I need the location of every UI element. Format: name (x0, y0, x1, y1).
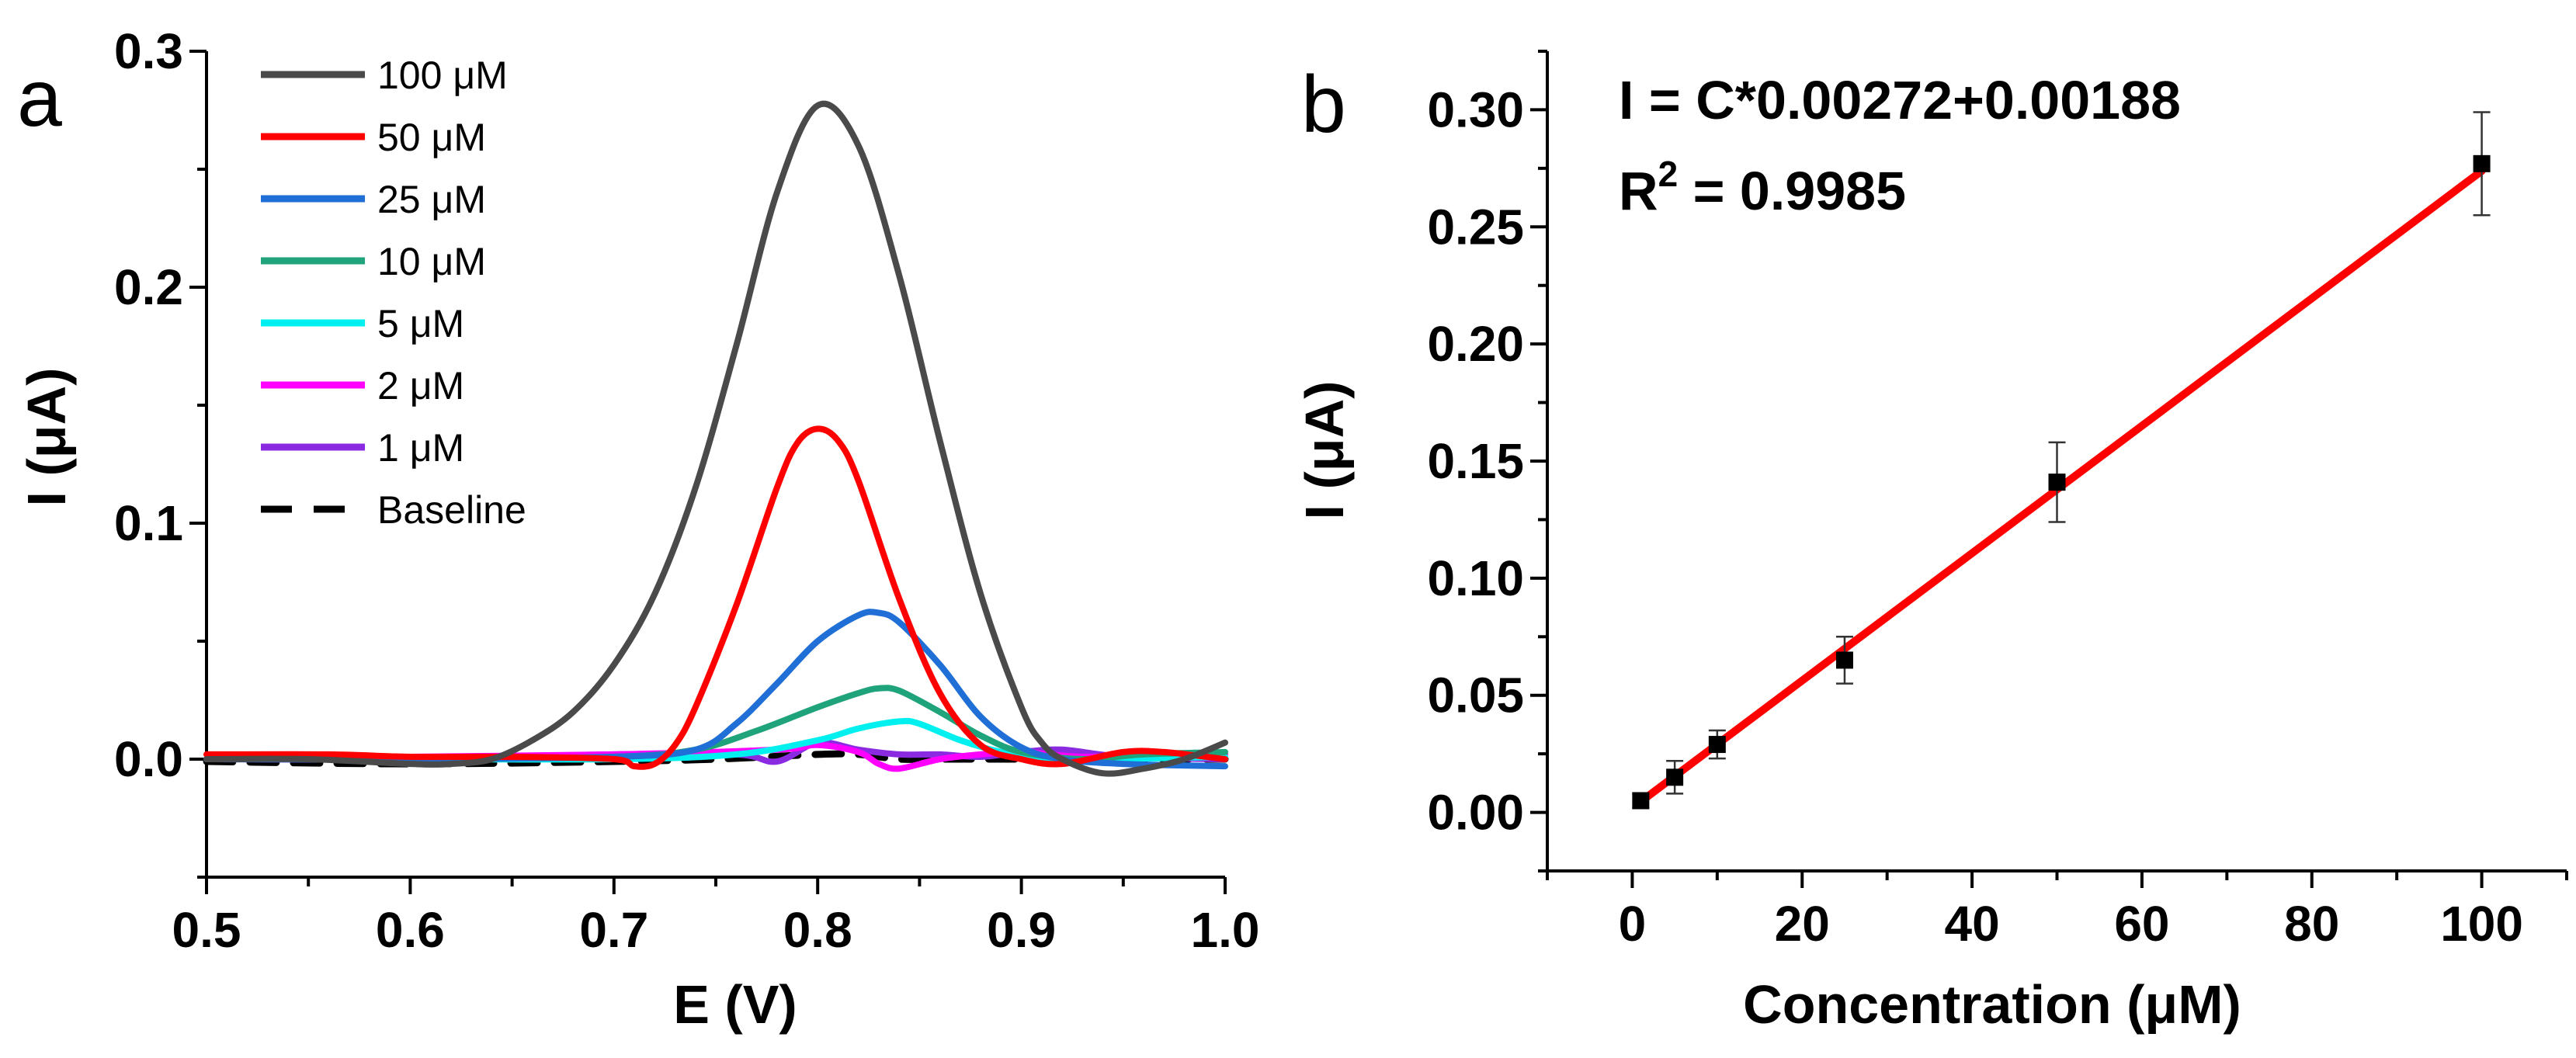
series-line-25-μm (203, 609, 1228, 770)
panel-b-y-axis-title: I (μA) (1294, 381, 1355, 520)
legend-label: 5 μM (377, 302, 464, 345)
panel-a-x-tick-label: 0.9 (987, 902, 1056, 958)
legend-label: 25 μM (377, 178, 486, 221)
panel-a-y-tick-label: 0.1 (114, 495, 183, 551)
panel-a-x-tick-label: 0.7 (579, 902, 648, 958)
panel-a-x-axis-title: E (V) (673, 974, 797, 1035)
panel-b-calibration: b 0 20 40 60 80 100 0.00 0.05 0.10 0.15 0.20 0.25 0.… (1294, 50, 2568, 1035)
panel-b-x-tick-label: 60 (2114, 896, 2169, 952)
panel-a-y-tick-label: 0.3 (114, 23, 183, 79)
legend-label: Baseline (377, 488, 526, 532)
panel-a-letter: a (17, 54, 62, 144)
panel-b-x-axis-title: Concentration (μM) (1743, 974, 2241, 1035)
legend-label: 10 μM (377, 240, 486, 283)
panel-b-y-tick-label: 0.25 (1427, 199, 1524, 255)
panel-a-y-axis-title: I (μA) (16, 368, 77, 507)
panel-b-x-tick-label: 40 (1944, 896, 1999, 952)
panel-b-y-tick-label: 0.20 (1427, 316, 1524, 372)
panel-b-x-tick-label: 0 (1619, 896, 1647, 952)
data-point (2473, 154, 2491, 172)
legend-label: 1 μM (377, 426, 464, 470)
panel-b-points (1632, 111, 2491, 810)
r-squared-label: R2 = 0.9985 (1619, 154, 1906, 221)
data-point (1835, 651, 1853, 669)
panel-a-y-tick-label: 0.2 (114, 259, 183, 315)
legend-label: 100 μM (377, 54, 508, 97)
data-point (2048, 473, 2066, 491)
panel-b-x-tick-label: 100 (2440, 896, 2523, 952)
panel-a-series (203, 100, 1229, 777)
panel-a-x-tick-label: 0.6 (376, 902, 445, 958)
panel-a-x-tick-label: 1.0 (1191, 902, 1260, 958)
panel-b-y-tick-label: 0.30 (1427, 82, 1524, 137)
panel-b-y-tick-label: 0.15 (1427, 433, 1524, 489)
panel-b-y-tick-label: 0.05 (1427, 668, 1524, 723)
r2-prefix: R (1619, 161, 1658, 221)
panel-a-legend: 100 μM 50 μM 25 μM 10 μM 5 μM 2 μM 1 μM Baselin… (261, 54, 526, 532)
legend-label: 50 μM (377, 116, 486, 159)
fit-equation: I = C*0.00272+0.00188 (1619, 70, 2181, 130)
r2-superscript: 2 (1658, 154, 1679, 194)
panel-a-voltammogram: a 0.5 0.6 0.7 0.8 0.9 1.0 0.0 0.1 0.2 0.3 100 μM 5… (16, 23, 1259, 1035)
panel-b-x-tick-label: 80 (2284, 896, 2339, 952)
panel-a-x-tick-label: 0.8 (783, 902, 852, 958)
data-point (1632, 792, 1650, 810)
panel-b-y-tick-label: 0.00 (1427, 785, 1524, 841)
r2-value: = 0.9985 (1678, 161, 1906, 221)
panel-b-axes: 0 20 40 60 80 100 0.00 0.05 0.10 0.15 0.20 0.25 0.30 (1427, 50, 2568, 952)
panel-b-letter: b (1301, 60, 1346, 150)
series-line-50-μm (203, 425, 1228, 770)
panel-a-x-tick-label: 0.5 (172, 902, 241, 958)
data-point (1666, 768, 1684, 786)
panel-b-y-tick-label: 0.10 (1427, 550, 1524, 606)
legend-label: 2 μM (377, 364, 464, 408)
series-line-100-μm (203, 100, 1228, 777)
panel-a-axes: 0.5 0.6 0.7 0.8 0.9 1.0 0.0 0.1 0.2 0.3 (114, 23, 1259, 958)
data-point (1708, 736, 1726, 754)
panel-a-y-tick-label: 0.0 (114, 731, 183, 787)
panel-b-x-tick-label: 20 (1775, 896, 1830, 952)
